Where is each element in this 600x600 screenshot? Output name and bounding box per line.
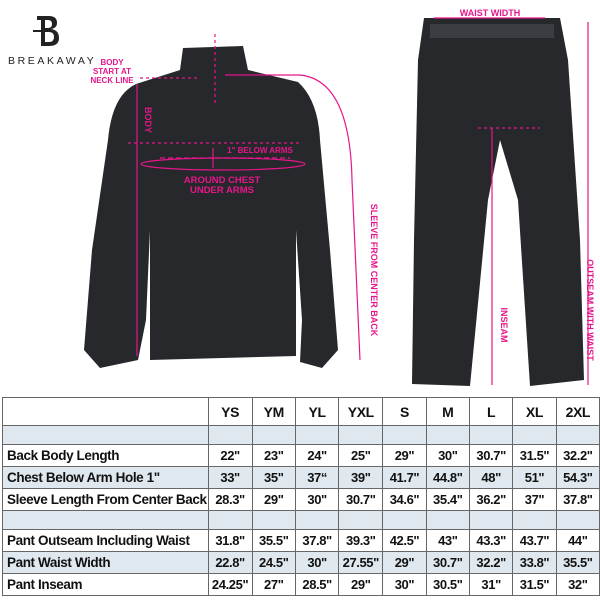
body-start-label: BODY START AT NECK LINE [90, 58, 134, 85]
table-row: Sleeve Length From Center Back 28.3" 29" 30… [2, 488, 600, 511]
size-value: 32.2" [468, 551, 514, 574]
brand-logo: BREAKAWAY [8, 14, 97, 67]
size-header: YXL [338, 397, 384, 426]
size-value: 22" [207, 444, 253, 467]
size-value: 35.4" [425, 488, 470, 511]
row-label: Pant Inseam [2, 573, 209, 596]
garment-illustration [84, 17, 589, 386]
size-header: YS [207, 397, 253, 426]
size-header: L [468, 397, 514, 426]
table-row: Chest Below Arm Hole 1" 33" 35" 37“ 39" 41.7"… [2, 466, 600, 489]
size-value: 27.55" [338, 551, 384, 574]
size-value: 27" [251, 573, 296, 596]
size-value: 36.2" [468, 488, 514, 511]
spacer-row [2, 510, 600, 530]
sleeve-label: SLEEVE FROM CENTER BACK [369, 203, 379, 337]
size-value: 24" [294, 444, 340, 467]
size-value: 43.7" [512, 529, 557, 552]
size-value: 30" [382, 573, 427, 596]
brand-name: BREAKAWAY [8, 55, 97, 67]
size-value: 30.7" [425, 551, 470, 574]
size-value: 31" [468, 573, 514, 596]
header-row: YS YM YL YXL S M L XL 2XL [2, 397, 600, 426]
size-value: 33" [207, 466, 253, 489]
table-row: Back Body Length 22" 23" 24" 25" 29" 30" 30.7" 3… [2, 444, 600, 467]
size-header: YL [294, 397, 340, 426]
size-value: 37" [512, 488, 557, 511]
size-value: 43" [425, 529, 470, 552]
size-value: 37.8" [555, 488, 600, 511]
size-value: 22.8" [207, 551, 253, 574]
size-chart-table: YS YM YL YXL S M L XL 2XL Back Body Leng… [2, 397, 600, 596]
table-row: Pant Outseam Including Waist 31.8" 35.5" 37… [2, 529, 600, 552]
size-header: S [382, 397, 427, 426]
size-value: 29" [382, 444, 427, 467]
size-value: 30.7" [468, 444, 514, 467]
waist-width-label: WAIST WIDTH [459, 8, 521, 18]
size-value: 32" [555, 573, 600, 596]
size-header: M [425, 397, 470, 426]
below-arms-label: 1" BELOW ARMS [227, 146, 293, 155]
size-value: 37.8" [294, 529, 340, 552]
outseam-label: OUTSEAM WITH WAIST [585, 259, 595, 361]
size-header: YM [251, 397, 296, 426]
size-value: 30" [425, 444, 470, 467]
size-value: 24.5" [251, 551, 296, 574]
size-value: 29" [338, 573, 384, 596]
size-value: 37“ [294, 466, 340, 489]
size-value: 29" [251, 488, 296, 511]
row-label: Pant Outseam Including Waist [2, 529, 209, 552]
logo-mark [32, 16, 59, 46]
size-value: 28.3" [207, 488, 253, 511]
size-value: 25" [338, 444, 384, 467]
row-label: Chest Below Arm Hole 1" [2, 466, 209, 489]
pants-image [412, 18, 584, 386]
corner-cell [2, 397, 209, 426]
size-header: 2XL [555, 397, 600, 426]
size-value: 34.6" [382, 488, 427, 511]
size-value: 41.7" [382, 466, 427, 489]
size-value: 23" [251, 444, 296, 467]
size-value: 30.5" [425, 573, 470, 596]
row-label: Sleeve Length From Center Back [2, 488, 209, 511]
size-value: 35.5" [251, 529, 296, 552]
size-header: XL [512, 397, 557, 426]
size-value: 42.5" [382, 529, 427, 552]
size-value: 30" [294, 488, 340, 511]
size-value: 51" [512, 466, 557, 489]
size-value: 43.3" [468, 529, 514, 552]
size-value: 28.5" [294, 573, 340, 596]
size-value: 39" [338, 466, 384, 489]
table-row: Pant Waist Width 22.8" 24.5" 30" 27.55" 29" 30… [2, 551, 600, 574]
size-value: 30.7" [338, 488, 384, 511]
size-value: 31.5" [512, 573, 557, 596]
size-value: 44.8" [425, 466, 470, 489]
size-value: 39.3" [338, 529, 384, 552]
table-row: Pant Inseam 24.25" 27" 28.5" 29" 30" 30.5" 31" 3… [2, 573, 600, 596]
size-value: 30" [294, 551, 340, 574]
jacket-image [84, 46, 338, 368]
size-value: 24.25" [207, 573, 253, 596]
size-value: 31.8" [207, 529, 253, 552]
row-label: Back Body Length [2, 444, 209, 467]
size-value: 54.3" [555, 466, 600, 489]
size-value: 44" [555, 529, 600, 552]
size-value: 32.2" [555, 444, 600, 467]
row-label: Pant Waist Width [2, 551, 209, 574]
size-value: 35" [251, 466, 296, 489]
size-value: 31.5" [512, 444, 557, 467]
around-chest-label: AROUND CHEST UNDER ARMS [183, 175, 261, 196]
inseam-label: INSEAM [499, 307, 509, 343]
size-value: 48" [468, 466, 514, 489]
body-label: BODY [143, 106, 153, 133]
size-value: 29" [382, 551, 427, 574]
spacer-row [2, 425, 600, 445]
size-value: 33.8" [512, 551, 557, 574]
size-value: 35.5" [555, 551, 600, 574]
